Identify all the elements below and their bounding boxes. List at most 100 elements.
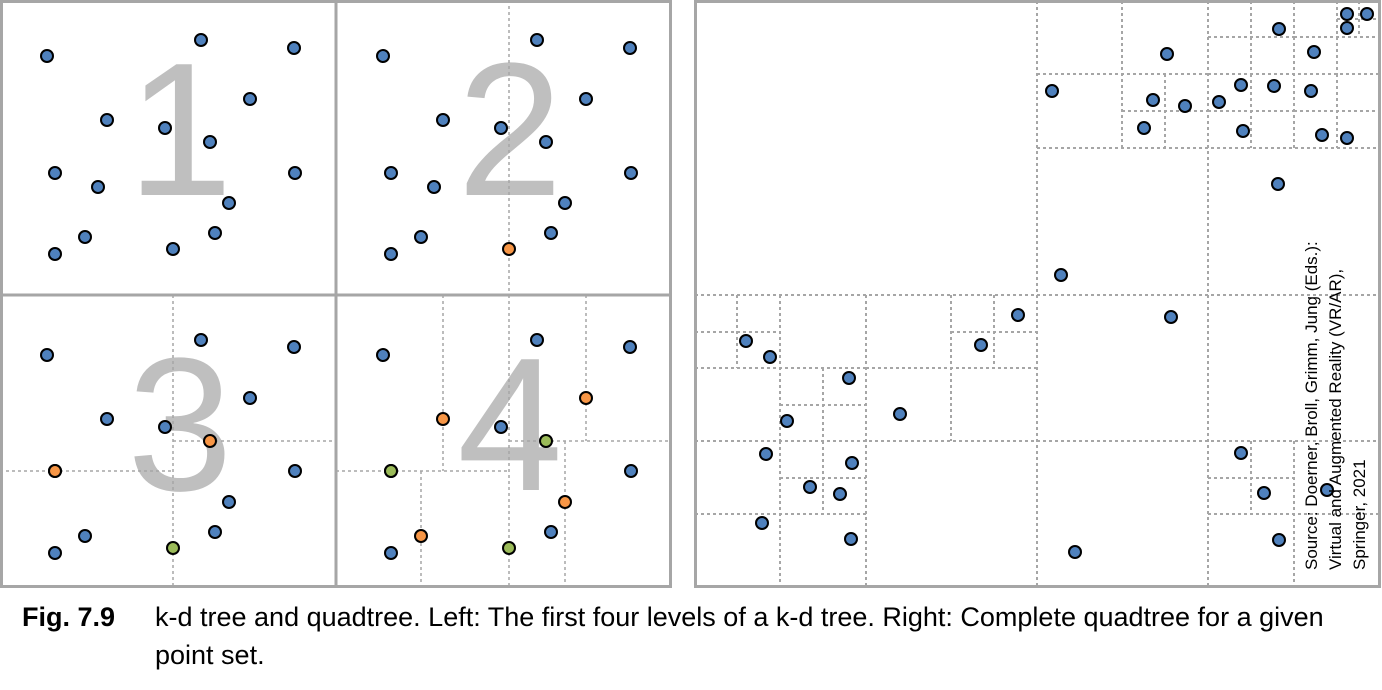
kd-point (243, 391, 257, 405)
quadtree-point (1304, 84, 1318, 98)
quadtree-point (1236, 124, 1250, 138)
kd-point (624, 464, 638, 478)
kd-point (203, 135, 217, 149)
kd-point (384, 464, 398, 478)
caption-text: k-d tree and quadtree. Left: The first f… (155, 602, 1324, 670)
kd-point (494, 420, 508, 434)
source-note-line-2: Virtual and Augmented Reality (VR/AR), (1326, 268, 1345, 570)
quadtree-point (844, 532, 858, 546)
kd-point (287, 41, 301, 55)
kd-point (208, 226, 222, 240)
kd-point (539, 434, 553, 448)
kd-point (530, 33, 544, 47)
quadtree-point (845, 456, 859, 470)
quadtree-point (1212, 95, 1226, 109)
quadtree-point (1045, 84, 1059, 98)
quadtree-point (1340, 7, 1354, 21)
kd-point (158, 121, 172, 135)
kd-point (208, 525, 222, 539)
kd-point (530, 333, 544, 347)
kd-point (558, 495, 572, 509)
quadtree-panel (694, 0, 1381, 588)
kd-point (384, 247, 398, 261)
quadtree-point (780, 414, 794, 428)
kd-point (384, 166, 398, 180)
kd-tree-panels: 1 2 3 4 (0, 0, 672, 588)
kd-point (539, 135, 553, 149)
kd-point (91, 180, 105, 194)
quadtree-point (739, 334, 753, 348)
kd-point (222, 196, 236, 210)
kd-point (436, 412, 450, 426)
quadtree-point (1234, 78, 1248, 92)
quadtree-point (1164, 310, 1178, 324)
kd-point (48, 464, 62, 478)
quadtree-point (974, 338, 988, 352)
quadtree-point (1340, 21, 1354, 35)
kd-panel-1: 1 (40, 24, 302, 261)
caption-label: Fig. 7.9 (22, 602, 116, 632)
kd-point (414, 529, 428, 543)
quadtree-point (755, 516, 769, 530)
kd-point (222, 495, 236, 509)
kd-point (544, 226, 558, 240)
kd-point (624, 166, 638, 180)
kd-point (158, 420, 172, 434)
quadtree-point (1160, 47, 1174, 61)
kd-point (100, 113, 114, 127)
quadtree-point (1360, 7, 1374, 21)
quadtree-point (1054, 268, 1068, 282)
kd-point (48, 166, 62, 180)
quadtree-point (1234, 446, 1248, 460)
kd-point (100, 412, 114, 426)
kd-point (494, 121, 508, 135)
kd-panel-number: 1 (127, 24, 233, 236)
quadtree-point (842, 371, 856, 385)
kd-point (502, 541, 516, 555)
kd-panel-2: 2 (376, 0, 638, 291)
kd-point (48, 247, 62, 261)
kd-point (427, 180, 441, 194)
kd-panel-number: 3 (127, 319, 233, 531)
quadtree-point (1272, 533, 1286, 547)
kd-point (287, 340, 301, 354)
quadtree-point (1011, 308, 1025, 322)
kd-point (414, 230, 428, 244)
source-note: Source: Doerner, Broll, Grimm, Jung (Eds… (1300, 210, 1372, 570)
quadtree-point (1271, 177, 1285, 191)
quadtree-point (1315, 128, 1329, 142)
quadtree-point (1272, 22, 1286, 36)
kd-point (78, 230, 92, 244)
kd-point (623, 41, 637, 55)
kd-panel-3: 3 (0, 295, 334, 586)
quadtree-point (1178, 99, 1192, 113)
quadtree-point (1320, 483, 1334, 497)
kd-point (194, 33, 208, 47)
kd-point (194, 333, 208, 347)
kd-point (384, 546, 398, 560)
kd-point (166, 242, 180, 256)
kd-point (243, 92, 257, 106)
quadtree-point (803, 480, 817, 494)
source-note-line-1: Source: Doerner, Broll, Grimm, Jung (Eds… (1302, 241, 1321, 570)
kd-point (579, 391, 593, 405)
kd-point (436, 113, 450, 127)
quadtree-point (763, 350, 777, 364)
kd-point (78, 529, 92, 543)
kd-point (166, 541, 180, 555)
kd-point (376, 348, 390, 362)
kd-point (502, 242, 516, 256)
kd-panel-number: 2 (457, 24, 563, 236)
kd-point (40, 348, 54, 362)
quadtree-point (833, 487, 847, 501)
quadtree-point (1267, 79, 1281, 93)
kd-point (579, 92, 593, 106)
quadtree-point (893, 407, 907, 421)
quadtree-point (1137, 121, 1151, 135)
kd-panel-4: 4 (336, 295, 670, 586)
kd-point (40, 49, 54, 63)
quadtree-point (1257, 486, 1271, 500)
kd-point (376, 49, 390, 63)
kd-point (288, 464, 302, 478)
